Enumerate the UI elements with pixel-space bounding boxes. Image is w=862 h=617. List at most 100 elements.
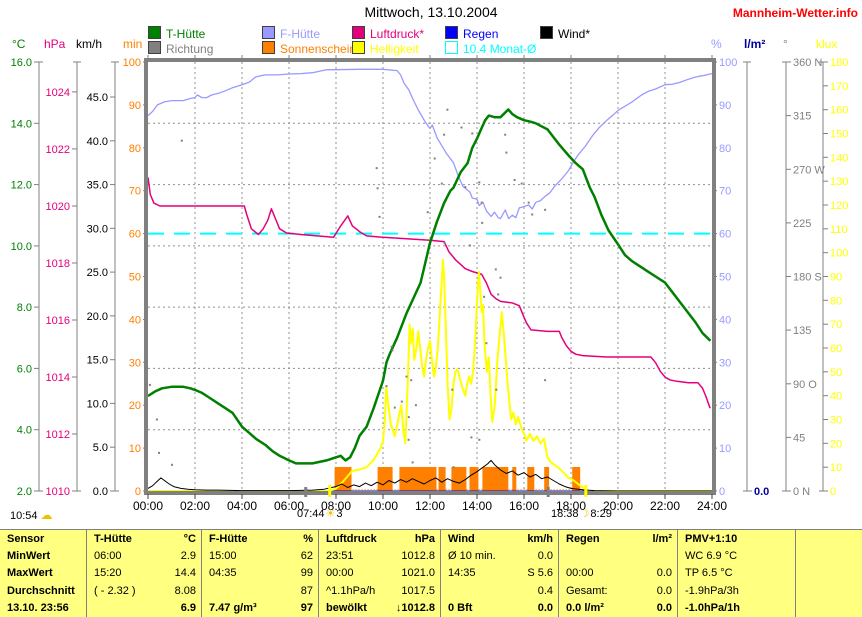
direction-dot: [440, 182, 443, 185]
svg-text:1022: 1022: [46, 144, 70, 156]
svg-text:110: 110: [830, 224, 848, 236]
direction-dot: [483, 295, 486, 298]
svg-text:24:00: 24:00: [697, 499, 727, 513]
direction-dot: [158, 451, 160, 454]
series-wind: [147, 459, 712, 492]
direction-dot: [504, 133, 507, 136]
direction-dot: [513, 179, 516, 181]
svg-text:270 W: 270 W: [793, 164, 825, 176]
table-cell: 06:00 2.9: [86, 547, 201, 565]
monatsmittel-swatch-icon: [445, 41, 458, 54]
svg-text:180 S: 180 S: [793, 272, 822, 284]
svg-text:30.0: 30.0: [87, 223, 108, 235]
svg-text:100: 100: [719, 57, 737, 69]
svg-text:04:00: 04:00: [227, 499, 257, 513]
row-label-cell: 13.10. 23:56: [7, 602, 69, 615]
direction-dot: [471, 132, 474, 135]
svg-text:1018: 1018: [46, 258, 70, 270]
legend-item-regen: Regen: [445, 26, 498, 41]
svg-text:70: 70: [129, 186, 141, 198]
svg-text:60: 60: [129, 229, 141, 241]
table-cell: ^1.1hPa/h 1017.5: [318, 582, 440, 600]
sonnenschein-swatch-icon: [262, 41, 275, 54]
direction-dot: [443, 133, 446, 136]
svg-text:140: 140: [830, 152, 848, 164]
table-cell: 15:20 14.4: [86, 564, 201, 583]
sunrise-icon: ☀: [325, 508, 336, 520]
svg-text:10: 10: [830, 462, 842, 474]
table-cell: Gesamt: 0.0: [558, 582, 677, 600]
svg-text:160: 160: [830, 105, 848, 117]
row-label-cell: Durchschnitt: [7, 584, 75, 597]
site-link[interactable]: Mannheim-Wetter.info: [732, 6, 858, 20]
svg-text:20: 20: [129, 400, 141, 412]
svg-text:60: 60: [830, 343, 842, 355]
cloud-icon: ☁: [40, 508, 53, 522]
direction-dot: [481, 221, 484, 224]
table-cell: [795, 547, 862, 565]
svg-text:18:00: 18:00: [556, 499, 586, 513]
svg-text:50: 50: [719, 272, 731, 284]
table-cell: bewölkt ↓1012.8: [318, 599, 440, 617]
svg-text:06:00: 06:00: [274, 499, 304, 513]
direction-dot: [414, 404, 417, 407]
direction-dot: [411, 461, 414, 464]
table-cell: T-Hütte °C: [86, 530, 201, 548]
direction-dot: [446, 108, 449, 111]
table-row: Durchschnitt ( - 2.32 ) 8.08 87 ^1.1hPa/h 101…: [0, 582, 862, 600]
direction-dot: [478, 181, 481, 184]
svg-text:225: 225: [793, 218, 811, 230]
table-row: MinWert 06:00 2.9 15:00 62 23:51 1012.8 Ø 10 mi…: [0, 547, 862, 565]
direction-dot: [452, 466, 455, 469]
table-cell: [558, 547, 677, 565]
unit-label-degrees: °: [783, 37, 788, 51]
direction-dot: [451, 388, 454, 391]
table-cell: 0 Bft 0.0: [440, 599, 558, 617]
table-cell: 23:51 1012.8: [318, 547, 440, 565]
direction-dot: [485, 342, 488, 345]
direction-dot: [443, 242, 446, 245]
legend-item-richtung: Richtung: [148, 41, 213, 56]
direction-dot: [544, 208, 547, 211]
sunshine-bar: [377, 467, 393, 491]
table-cell: 6.9: [86, 599, 201, 617]
table-cell: 87: [201, 582, 318, 600]
svg-text:80: 80: [719, 143, 731, 155]
svg-text:50: 50: [129, 272, 141, 284]
sunrise-note: 3: [336, 508, 343, 520]
direction-dot: [407, 438, 410, 441]
svg-text:130: 130: [830, 176, 848, 188]
sunshine-bar: [572, 467, 581, 491]
svg-text:20: 20: [830, 438, 842, 450]
svg-text:08:00: 08:00: [321, 499, 351, 513]
direction-dot: [460, 126, 463, 129]
legend-item-f-huette: F-Hütte: [262, 26, 320, 41]
svg-text:70: 70: [719, 186, 731, 198]
table-cell: [795, 530, 862, 548]
svg-text:2.0: 2.0: [17, 486, 32, 498]
table-row: 13.10. 23:56 6.9 7.47 g/m³ 97 bewölkt ↓1012.8…: [0, 599, 862, 617]
table-header-row: Sensor T-Hütte °C F-Hütte% Luftdruck hPa Wind k…: [0, 530, 862, 548]
svg-text:90: 90: [719, 100, 731, 112]
svg-text:25.0: 25.0: [87, 267, 108, 279]
direction-dot: [426, 211, 429, 214]
direction-dot: [495, 388, 498, 391]
svg-text:20: 20: [719, 400, 731, 412]
sunset-time: 18:38: [551, 508, 579, 520]
legend-item-t-huette: T-Hütte: [148, 26, 205, 41]
direction-dot: [378, 215, 381, 218]
table-cell: 15:00 62: [201, 547, 318, 565]
svg-text:150: 150: [830, 129, 848, 141]
table-cell: -1.9hPa/3h: [677, 582, 795, 600]
regen-swatch-icon: [445, 26, 458, 39]
table-cell: PMV+1:10: [677, 530, 795, 548]
svg-text:1012: 1012: [46, 429, 70, 441]
svg-text:70: 70: [830, 319, 842, 331]
legend-item-wind: Wind*: [540, 26, 590, 41]
svg-text:4.0: 4.0: [17, 425, 32, 437]
direction-dot: [393, 406, 396, 409]
direction-dot: [148, 383, 151, 386]
svg-text:5.0: 5.0: [93, 442, 108, 454]
svg-text:40: 40: [719, 314, 731, 326]
